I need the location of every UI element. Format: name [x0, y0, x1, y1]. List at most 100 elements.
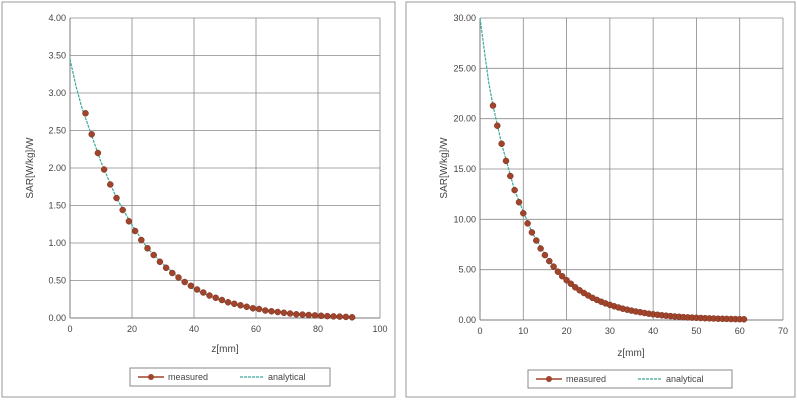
data-point-measured — [299, 311, 306, 318]
legend: measured analytical — [527, 369, 733, 389]
legend-swatch-measured-marker — [148, 374, 154, 380]
data-point-measured — [558, 272, 566, 280]
data-point-measured — [237, 302, 244, 309]
data-point-measured — [511, 186, 518, 194]
data-point-measured — [494, 122, 501, 129]
data-point-measured — [243, 303, 250, 311]
data-point-measured — [293, 311, 300, 318]
data-point-measured — [193, 286, 201, 293]
data-point-measured — [249, 305, 257, 312]
x-tick-label: 50 — [691, 326, 701, 336]
data-point-measured — [507, 172, 514, 180]
x-tick-label: 60 — [735, 326, 745, 336]
data-point-measured — [520, 210, 527, 217]
data-point-measured — [88, 131, 95, 138]
data-point-measured — [311, 312, 319, 319]
y-tick-label: 3.00 — [48, 88, 66, 98]
x-tick-label: 40 — [189, 324, 199, 334]
legend-label-analytical: analytical — [268, 372, 306, 382]
x-tick-label: 30 — [605, 326, 615, 336]
data-point-measured — [131, 227, 139, 235]
x-tick-label: 0 — [477, 326, 482, 336]
x-tick-label: 10 — [518, 326, 528, 336]
x-tick-label: 0 — [67, 324, 72, 334]
legend-frame — [129, 367, 331, 387]
legend-frame — [527, 369, 733, 389]
data-point-measured — [206, 292, 213, 299]
x-tick-label: 60 — [251, 324, 261, 334]
data-point-measured — [533, 237, 540, 244]
x-tick-label: 100 — [372, 324, 387, 334]
y-tick-label: 3.50 — [48, 51, 66, 61]
legend: measured analytical — [129, 367, 331, 387]
y-tick-label: 0.50 — [48, 276, 66, 286]
y-axis-title: SAR[W/kg]/W — [25, 137, 36, 199]
data-point-measured — [515, 198, 523, 206]
data-point-measured — [550, 263, 557, 270]
data-point-measured — [324, 312, 331, 320]
legend-label-measured: measured — [566, 374, 606, 384]
legend-label-analytical: analytical — [666, 374, 704, 384]
data-point-measured — [162, 264, 170, 272]
data-point-measured — [113, 194, 120, 202]
gridlines — [479, 17, 784, 321]
legend-label-measured: measured — [168, 372, 208, 382]
data-point-measured — [107, 181, 114, 188]
data-point-measured — [218, 296, 226, 304]
y-tick-label: 1.50 — [48, 201, 66, 211]
chart-frame — [1, 1, 396, 398]
series-measured-points — [489, 102, 748, 323]
data-point-measured — [528, 229, 536, 236]
data-point-measured — [571, 284, 579, 291]
data-point-measured — [330, 313, 337, 320]
data-point-measured — [94, 149, 102, 157]
y-tick-label: 10.00 — [453, 214, 476, 224]
data-point-measured — [546, 257, 553, 265]
y-tick-label: 4.00 — [48, 13, 66, 23]
data-point-measured — [125, 218, 133, 225]
data-point-measured — [348, 314, 356, 321]
y-tick-label: 0.00 — [458, 315, 476, 325]
x-tick-label: 70 — [778, 326, 788, 336]
data-point-measured — [156, 258, 164, 266]
legend-swatch-measured-marker — [546, 376, 552, 382]
data-point-measured — [502, 157, 510, 165]
data-point-measured — [537, 245, 544, 252]
data-point-measured — [181, 278, 188, 286]
data-point-measured — [150, 251, 157, 259]
data-point-measured — [567, 280, 575, 288]
data-point-measured — [187, 282, 195, 290]
y-tick-label: 25.00 — [453, 63, 476, 73]
x-tick-label: 20 — [562, 326, 572, 336]
data-point-measured — [740, 316, 748, 323]
data-point-measured — [255, 305, 263, 313]
data-point-measured — [82, 110, 89, 117]
y-tick-label: 30.00 — [453, 13, 476, 23]
data-point-measured — [286, 310, 294, 317]
gridlines — [69, 17, 381, 319]
data-point-measured — [169, 269, 176, 277]
data-point-measured — [212, 294, 219, 302]
y-tick-label: 2.00 — [48, 163, 66, 173]
chart-panel-1: 0.00 0.50 1.00 1.50 2.00 2.50 3.00 3.50 4.00 0 20 4… — [1, 1, 396, 398]
x-axis-title: z[mm] — [211, 344, 238, 355]
data-point-measured — [336, 313, 343, 320]
x-tick-label: 20 — [127, 324, 137, 334]
data-point-measured — [280, 309, 288, 317]
data-point-measured — [200, 289, 207, 296]
chart-panel-2: 0.00 5.00 10.00 15.00 20.00 25.00 30.00 0 10 20 30… — [405, 1, 796, 398]
data-point-measured — [541, 251, 549, 259]
data-point-measured — [268, 308, 275, 315]
data-point-measured — [144, 245, 151, 252]
data-point-measured — [274, 308, 281, 316]
y-tick-label: 1.00 — [48, 238, 66, 248]
data-point-measured — [342, 313, 350, 321]
data-point-measured — [224, 299, 232, 306]
data-point-measured — [262, 307, 269, 314]
y-tick-label: 5.00 — [458, 265, 476, 275]
data-point-measured — [119, 206, 126, 214]
series-measured-points — [82, 110, 356, 321]
chart-frame — [405, 1, 796, 398]
y-tick-label: 0.00 — [48, 313, 66, 323]
